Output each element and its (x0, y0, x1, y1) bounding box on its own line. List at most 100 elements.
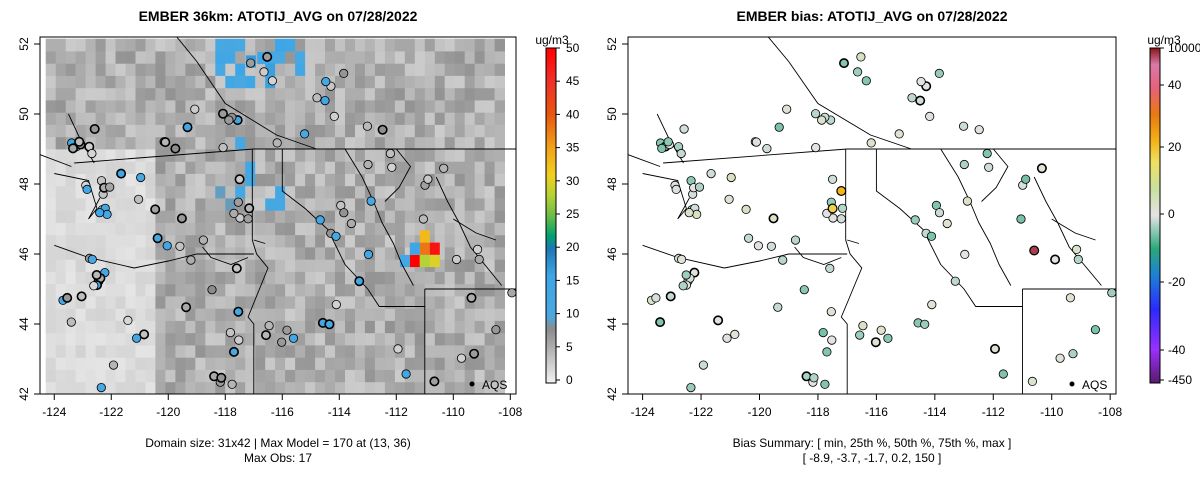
right-plot-frame (627, 36, 1117, 395)
model-cell (394, 173, 406, 187)
model-cell (364, 185, 376, 199)
model-cell (424, 234, 436, 248)
model-cell (474, 185, 486, 199)
bias-station-point (827, 174, 838, 184)
model-cell (374, 112, 386, 125)
model-cell (115, 259, 126, 272)
model-cell (65, 124, 77, 138)
model-cell (245, 63, 256, 76)
model-cell (454, 198, 466, 211)
model-cell (55, 259, 67, 272)
x-tick-label: -110 (1040, 405, 1063, 419)
model-cell (225, 332, 236, 346)
model-cell (474, 136, 486, 150)
model-cell (125, 124, 136, 138)
model-cell (245, 38, 256, 52)
model-cell (474, 332, 486, 346)
model-cell (165, 87, 176, 101)
model-cell (355, 234, 366, 248)
model-cell (235, 136, 246, 150)
model-cell (75, 124, 86, 138)
model-cell (345, 369, 356, 383)
model-cell (335, 38, 346, 52)
station-point (218, 108, 229, 119)
model-cell (125, 283, 136, 297)
model-cell (215, 308, 226, 321)
model-cell (155, 173, 166, 187)
model-cell (285, 38, 296, 52)
model-cell (335, 149, 346, 162)
model-cell (55, 345, 67, 358)
model-cell (115, 332, 126, 346)
model-cell (444, 283, 456, 297)
model-cell (195, 87, 206, 101)
model-cell (414, 369, 426, 383)
model-cell (135, 271, 146, 285)
station-point (312, 93, 322, 103)
model-cell (384, 136, 396, 150)
y-tick-label: 52 (17, 37, 31, 51)
model-cell (205, 112, 216, 125)
model-cell (125, 63, 136, 76)
model-cell (235, 75, 246, 89)
model-cell (125, 38, 136, 52)
model-cell (265, 185, 276, 199)
station-point (89, 281, 99, 291)
model-cell (135, 283, 146, 297)
model-cell (474, 75, 486, 89)
model-cell (434, 345, 446, 358)
model-cell (75, 100, 86, 113)
model-cell (55, 173, 67, 187)
model-hotspot-cell (419, 242, 430, 255)
model-cell (85, 173, 96, 187)
model-cell (115, 63, 126, 76)
station-point (190, 104, 200, 114)
station-point (469, 348, 480, 359)
model-cell (65, 198, 77, 211)
model-cell (335, 234, 346, 248)
model-cell (45, 51, 57, 64)
model-cell (65, 222, 77, 236)
model-cell (414, 296, 426, 309)
model-cell (115, 234, 126, 248)
model-cell (315, 75, 326, 89)
model-cell (145, 38, 156, 52)
model-cell (404, 283, 416, 297)
station-point (207, 285, 217, 295)
model-cell (185, 369, 196, 383)
model-cell (335, 247, 346, 260)
right-x-axis: -124 -122 -120 -118 -116 -114 -112 -110 -108 (631, 394, 1122, 419)
model-cell (135, 124, 146, 138)
model-cell (155, 124, 166, 138)
model-cell (155, 296, 166, 309)
model-cell (125, 185, 136, 199)
model-cell (155, 100, 166, 113)
model-cell (55, 198, 67, 211)
model-hotspot-cell (409, 254, 420, 268)
model-cell (345, 112, 356, 125)
station-point (387, 162, 397, 172)
model-cell (45, 283, 57, 297)
station-point (472, 244, 483, 254)
model-cell (195, 136, 206, 150)
model-cell (414, 161, 426, 174)
model-cell (85, 87, 96, 101)
model-cell (115, 210, 126, 223)
model-cell (85, 161, 96, 174)
left-model-cells (45, 38, 505, 394)
model-cell (255, 198, 266, 211)
model-cell (434, 222, 446, 236)
model-cell (444, 112, 456, 125)
model-cell (484, 271, 495, 285)
station-point (108, 360, 119, 370)
model-cell (205, 51, 216, 64)
model-cell (444, 38, 456, 52)
model-cell (285, 173, 296, 187)
bias-station-point (836, 214, 846, 224)
bias-station-point (698, 360, 709, 370)
station-point (233, 197, 243, 207)
model-cell (65, 247, 77, 260)
model-cell (315, 247, 326, 260)
model-cell (464, 173, 476, 187)
